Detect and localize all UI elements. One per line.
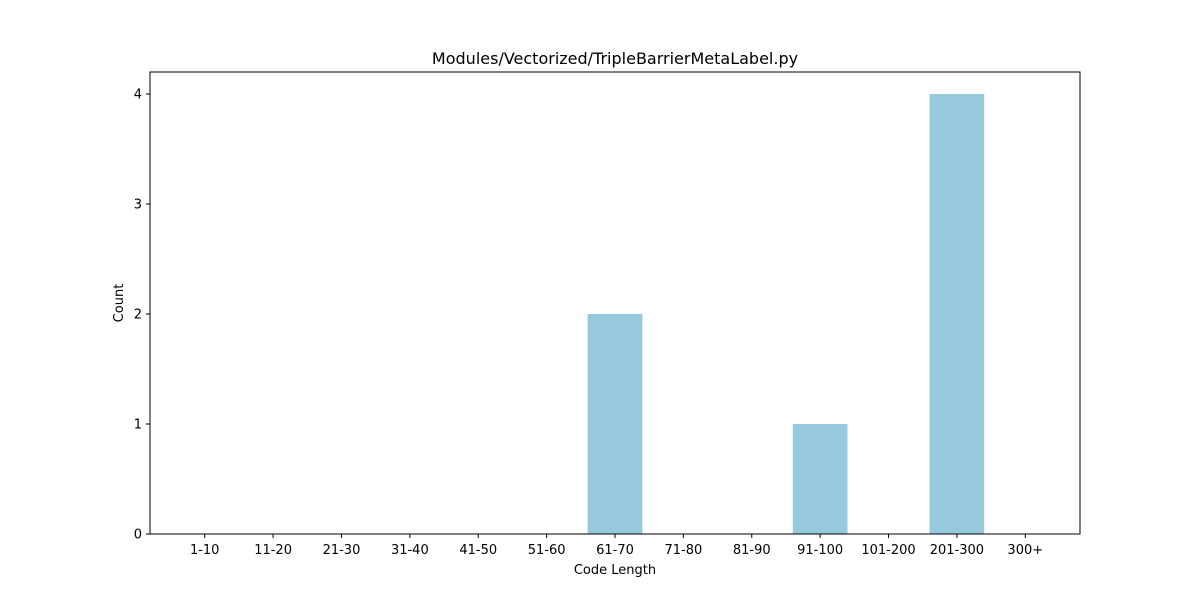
x-tick-label: 101-200 xyxy=(861,543,915,558)
chart-title: Modules/Vectorized/TripleBarrierMetaLabe… xyxy=(432,49,798,68)
x-tick-label: 61-70 xyxy=(596,543,634,558)
x-tick-label: 91-100 xyxy=(797,543,843,558)
y-tick-label: 3 xyxy=(134,198,142,213)
x-tick-label: 41-50 xyxy=(459,543,497,558)
bar-91-100 xyxy=(792,424,848,534)
x-tick-label: 81-90 xyxy=(733,543,771,558)
y-axis-ticks: 0 1 2 3 4 xyxy=(134,88,150,543)
bar-61-70 xyxy=(587,314,643,534)
x-tick-label: 1-10 xyxy=(190,543,220,558)
x-tick-label: 300+ xyxy=(1007,543,1043,558)
y-tick-label: 0 xyxy=(134,528,142,543)
x-tick-label: 21-30 xyxy=(323,543,361,558)
x-tick-label: 11-20 xyxy=(254,543,292,558)
y-axis-label: Count xyxy=(112,284,127,323)
x-tick-label: 51-60 xyxy=(528,543,566,558)
x-axis-ticks: 1-10 11-20 21-30 31-40 41-50 51-60 61-70 71-80 8… xyxy=(190,534,1043,558)
x-tick-label: 201-300 xyxy=(930,543,984,558)
y-tick-label: 4 xyxy=(134,88,142,103)
y-tick-label: 2 xyxy=(134,308,142,323)
x-axis-label: Code Length xyxy=(574,563,656,578)
bars-layer xyxy=(587,94,985,534)
x-tick-label: 71-80 xyxy=(664,543,702,558)
x-tick-label: 31-40 xyxy=(391,543,429,558)
y-tick-label: 1 xyxy=(134,418,142,433)
bar-201-300 xyxy=(929,94,985,534)
